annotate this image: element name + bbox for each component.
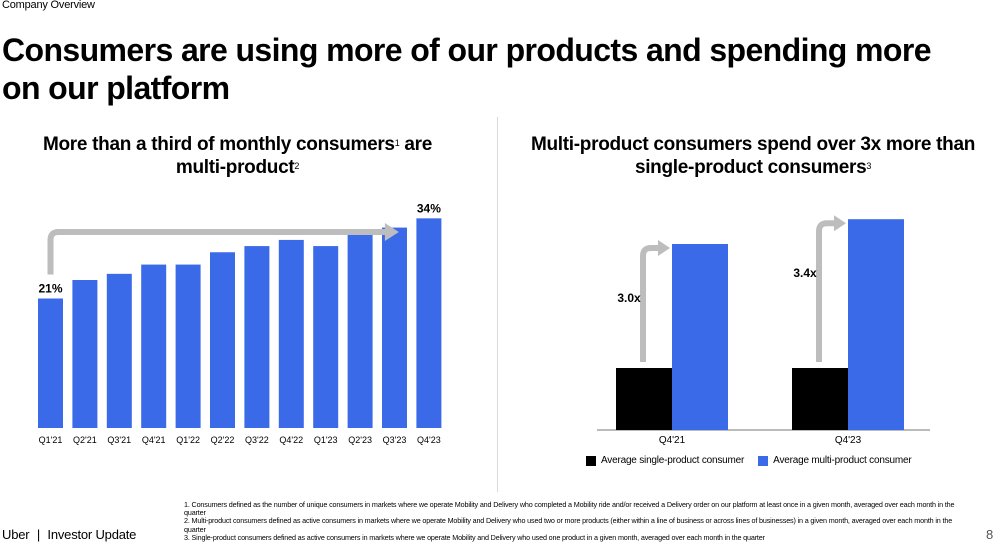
left-chart-title: More than a third of monthly consumers1 … xyxy=(42,134,433,178)
x-tick-label: Q1'22 xyxy=(176,435,200,445)
bar-multi-q421 xyxy=(672,244,728,430)
bar-q221 xyxy=(72,280,98,428)
x-tick-label: Q3'22 xyxy=(245,435,269,445)
legend-label-multi: Average multi-product consumer xyxy=(773,455,912,466)
footer-brand: Uber | Investor Update xyxy=(2,527,136,542)
multi-product-share-chart: Q1'21 21% Q2'21 Q3'21 Q4'21 Q1'22 Q2'22 Q3'22 Q4… xyxy=(38,201,442,445)
bar-q122 xyxy=(175,264,201,428)
bar-q222 xyxy=(210,252,235,428)
footer-label: Investor Update xyxy=(47,527,137,542)
bar-q421 xyxy=(141,264,167,428)
bar-q223 xyxy=(347,233,373,428)
legend-item-single: Average single-product consumer xyxy=(586,455,744,466)
x-tick-label: Q1'21 xyxy=(39,435,63,445)
x-tick-label: Q2'21 xyxy=(73,435,97,445)
section-divider xyxy=(497,117,498,492)
x-tick-label: Q4'21 xyxy=(659,435,686,446)
footer-separator: | xyxy=(36,527,40,542)
multiplier-arrowhead xyxy=(834,215,846,232)
footnote-2: 2. Multi-product consumers defined as ac… xyxy=(184,516,953,534)
multiplier-label: 3.4x xyxy=(793,266,817,280)
legend-label-single: Average single-product consumer xyxy=(601,455,745,466)
data-label: 21% xyxy=(38,282,62,296)
x-tick-label: Q1'23 xyxy=(314,435,338,445)
page-number: 8 xyxy=(986,527,994,542)
right-chart-title: Multi-product consumers spend over 3x mo… xyxy=(530,134,976,178)
multiplier-arrow xyxy=(640,245,659,362)
footnote-3: 3. Single-product consumers defined as a… xyxy=(184,532,765,542)
bar-q123 xyxy=(313,246,339,428)
multiplier-label: 3.0x xyxy=(617,291,641,305)
data-label: 34% xyxy=(417,201,441,215)
spend-comparison-chart: Q4'21 3.0x Q4'23 3.4x xyxy=(597,215,930,446)
bar-q423 xyxy=(416,218,442,428)
bar-q323 xyxy=(382,227,407,428)
legend-swatch-multi xyxy=(758,455,769,466)
bar-q422 xyxy=(278,239,304,428)
x-tick-label: Q3'21 xyxy=(107,435,131,445)
footnotes: 1. Consumers defined as the number of un… xyxy=(184,500,959,542)
x-tick-label: Q4'21 xyxy=(142,435,166,445)
growth-arrow xyxy=(47,229,387,275)
footnote-1: 1. Consumers defined as the number of un… xyxy=(184,500,955,518)
right-chart-legend: Average single-product consumer Average … xyxy=(586,455,912,466)
section-label: Company Overview xyxy=(2,0,95,11)
bar-q322 xyxy=(244,246,270,428)
bar-single-q421 xyxy=(616,368,672,430)
growth-arrowhead xyxy=(384,223,399,241)
legend-item-multi: Average multi-product consumer xyxy=(758,455,912,466)
x-tick-label: Q2'22 xyxy=(211,435,235,445)
bar-q121 xyxy=(38,298,63,428)
x-tick-label: Q4'23 xyxy=(417,435,441,445)
x-tick-label: Q4'22 xyxy=(279,435,303,445)
bar-multi-q423 xyxy=(848,219,904,430)
multiplier-arrow xyxy=(816,220,835,362)
x-tick-label: Q3'23 xyxy=(383,435,407,445)
bar-single-q423 xyxy=(792,368,848,430)
x-tick-label: Q2'23 xyxy=(348,435,372,445)
page-title: Consumers are using more of our products… xyxy=(2,32,931,106)
bar-q321 xyxy=(106,273,132,428)
x-tick-label: Q4'23 xyxy=(835,435,862,446)
brand-name: Uber xyxy=(2,527,30,542)
legend-swatch-single xyxy=(586,455,596,466)
multiplier-arrowhead xyxy=(658,240,670,256)
